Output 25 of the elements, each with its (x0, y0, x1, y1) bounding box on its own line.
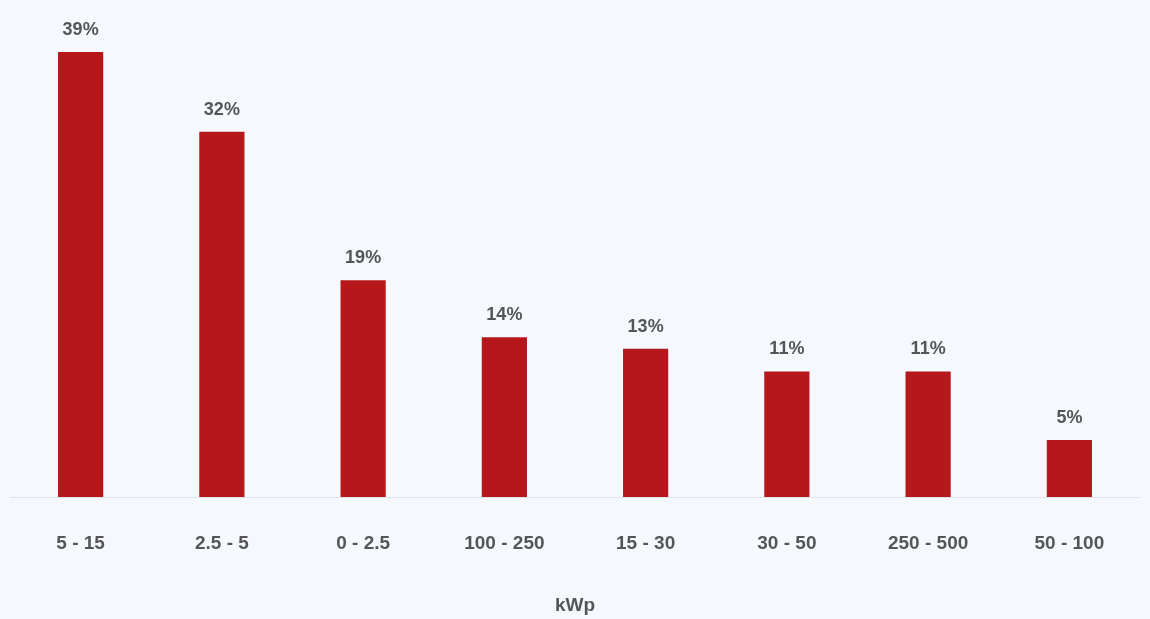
bar (481, 337, 527, 497)
data-label: 11% (910, 338, 946, 359)
x-tick-label: 0 - 2.5 (336, 532, 391, 553)
bar (199, 131, 245, 497)
data-label: 5% (1056, 406, 1083, 427)
data-label: 19% (345, 247, 382, 268)
x-tick-label: 100 - 250 (464, 532, 545, 553)
bar (905, 371, 951, 497)
x-tick-label: 2.5 - 5 (194, 532, 250, 553)
data-label: 32% (203, 98, 240, 119)
x-tick-label: 250 - 500 (887, 532, 969, 553)
data-label: 13% (627, 315, 664, 336)
bar (58, 52, 104, 497)
x-tick-label: 50 - 100 (1034, 532, 1105, 553)
x-axis-title: kWp (554, 594, 596, 615)
x-tick-label: 15 - 30 (616, 532, 676, 553)
data-label: 11% (769, 338, 805, 359)
bar (764, 371, 810, 497)
x-tick-label: 30 - 50 (757, 532, 817, 553)
bar (623, 348, 669, 497)
bar (340, 280, 386, 497)
x-tick-label: 5 - 15 (56, 532, 106, 553)
data-label: 14% (486, 304, 523, 325)
bar (1046, 439, 1092, 497)
data-label: 39% (62, 19, 99, 39)
